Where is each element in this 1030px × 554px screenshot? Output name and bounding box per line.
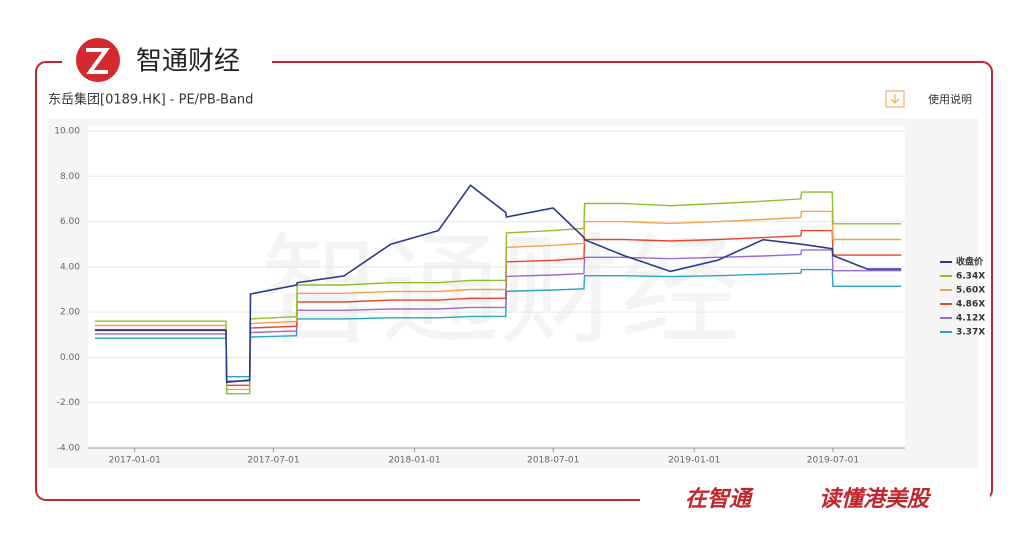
- slogan: 读懂港美股: [819, 486, 932, 512]
- download-icon: [890, 94, 900, 104]
- footer-mask: [640, 486, 990, 514]
- legend-label: 4.86X: [956, 300, 985, 310]
- y-tick-label: -2.00: [57, 398, 81, 408]
- legend-label: 收盘价: [956, 256, 984, 268]
- series-line: [94, 191, 902, 395]
- y-tick-label: 4.00: [60, 262, 80, 272]
- y-tick-label: 8.00: [60, 172, 80, 182]
- y-tick-label: -4.00: [57, 444, 81, 454]
- slogan: 在智通: [685, 486, 755, 512]
- download-button[interactable]: [885, 90, 905, 108]
- legend-label: 6.34X: [956, 272, 985, 282]
- watermark: 智通财经: [260, 223, 740, 362]
- x-tick-label: 2017-01-01: [109, 456, 161, 466]
- x-tick-label: 2019-01-01: [668, 456, 720, 466]
- plot: -4.00 -2.00 0.00 2.00 4.00 6.00 8.00 10.00 2017-…: [54, 127, 985, 466]
- x-tick-label: 2019-07-01: [807, 456, 859, 466]
- frame: [35, 61, 993, 501]
- y-tick-label: 2.00: [60, 308, 80, 318]
- series-line: [94, 184, 902, 384]
- legend-label: 5.60X: [956, 286, 985, 296]
- logo-mark: [86, 48, 110, 74]
- y-tick-label: 10.00: [54, 127, 80, 137]
- brand: 智通财经: [136, 47, 240, 77]
- y-tick-label: 6.00: [60, 217, 80, 227]
- y-tick-label: 0.00: [60, 353, 80, 363]
- chart-title: 东岳集团[0189.HK] - PE/PB-Band: [48, 92, 253, 108]
- help-button[interactable]: 使用说明: [928, 92, 972, 106]
- x-tick-label: 2018-01-01: [388, 456, 440, 466]
- plot-area: [88, 125, 905, 448]
- legend-label: 3.37X: [956, 328, 985, 338]
- legend-label: 4.12X: [956, 314, 985, 324]
- x-tick-label: 2018-07-01: [527, 456, 579, 466]
- x-tick-label: 2017-07-01: [247, 456, 299, 466]
